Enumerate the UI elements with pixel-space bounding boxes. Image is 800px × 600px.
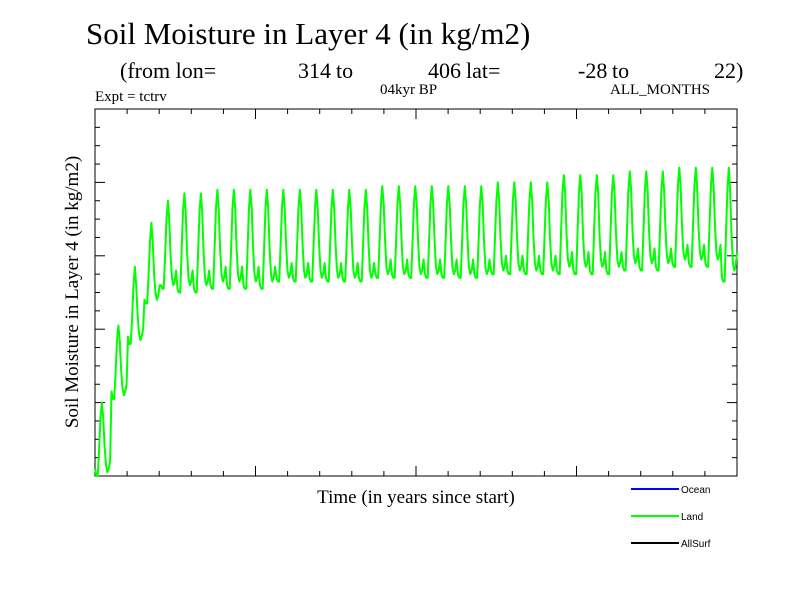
months-label: ALL_MONTHS (610, 82, 710, 98)
subtitle-lat-end: 22) (714, 58, 744, 83)
subtitle-lat-label: lat= (466, 58, 501, 83)
legend-label-land: Land (681, 512, 703, 523)
land-series-line (94, 166, 738, 477)
subtitle-lon-end: 406 (428, 58, 461, 83)
subtitle-to-2: to (612, 58, 630, 83)
y-axis-label: Soil Moisture in Layer 4 (in kg/m2) (62, 156, 83, 428)
chart-title: Soil Moisture in Layer 4 (in kg/m2) (86, 16, 531, 51)
x-axis-label: Time (in years since start) (317, 487, 515, 508)
legend-label-allsurf: AllSurf (681, 539, 711, 550)
legend: Ocean Land AllSurf (631, 485, 711, 550)
subtitle-lon-start: 314 (298, 58, 331, 83)
subtitle-to-1: to (336, 58, 354, 83)
legend-label-ocean: Ocean (681, 485, 710, 496)
experiment-label: Expt = tctrv (95, 89, 167, 105)
subtitle-prefix: (from lon= (120, 58, 217, 83)
subtitle-lat-start: -28 (578, 58, 608, 83)
period-label: 04kyr BP (380, 82, 438, 98)
plot-frame (94, 108, 738, 477)
